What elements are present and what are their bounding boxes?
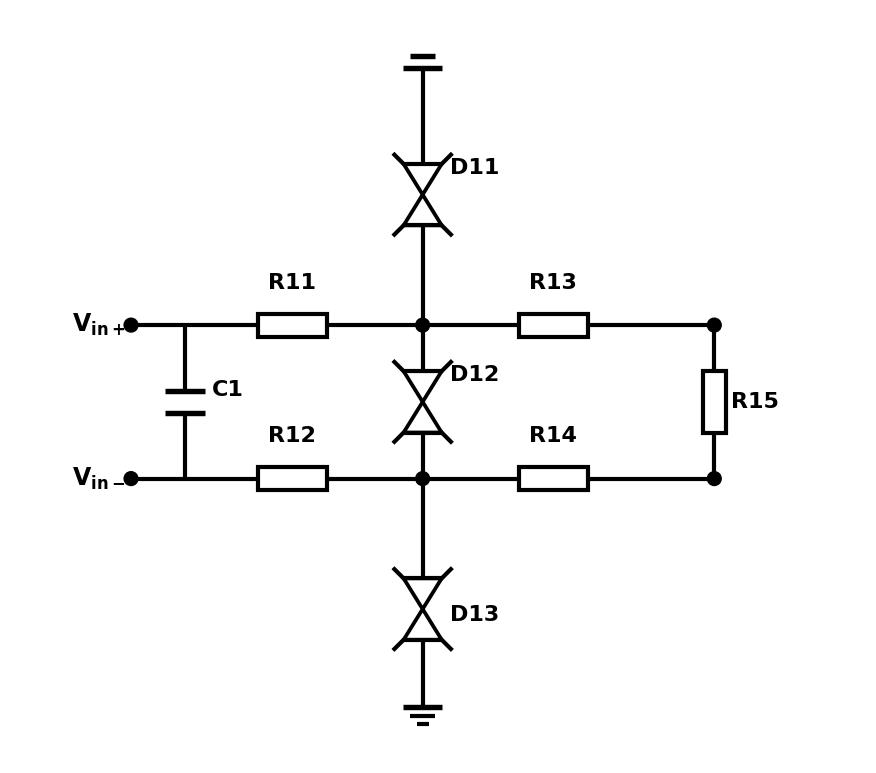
Circle shape [124, 318, 138, 332]
Text: R12: R12 [268, 427, 316, 446]
Polygon shape [404, 195, 442, 226]
Text: D11: D11 [449, 158, 499, 178]
Text: D13: D13 [449, 605, 498, 625]
Text: D12: D12 [449, 365, 498, 385]
Polygon shape [404, 578, 442, 609]
Circle shape [416, 472, 429, 485]
Bar [519, 467, 588, 490]
Text: R11: R11 [268, 273, 316, 293]
Text: $\mathbf{V_{in+}}$: $\mathbf{V_{in+}}$ [72, 312, 125, 339]
Bar [519, 314, 588, 336]
Circle shape [416, 318, 429, 332]
Circle shape [124, 472, 138, 485]
Polygon shape [404, 371, 442, 402]
Circle shape [708, 318, 721, 332]
Circle shape [708, 472, 721, 485]
Bar [703, 371, 726, 433]
Text: C1: C1 [212, 380, 244, 400]
Text: R13: R13 [529, 273, 577, 293]
Text: R15: R15 [731, 392, 779, 412]
Polygon shape [404, 609, 442, 640]
Bar [258, 467, 327, 490]
Polygon shape [404, 402, 442, 433]
Polygon shape [404, 164, 442, 195]
Bar [258, 314, 327, 336]
Text: R14: R14 [529, 427, 577, 446]
Text: $\mathbf{V_{in-}}$: $\mathbf{V_{in-}}$ [72, 465, 125, 492]
